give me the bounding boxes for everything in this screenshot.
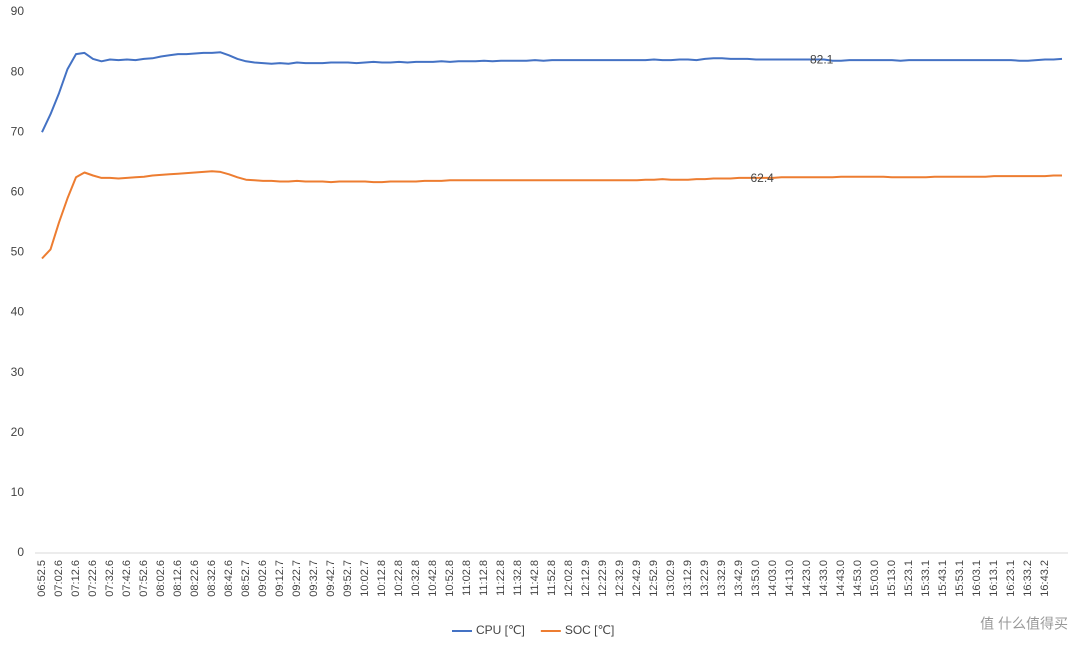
legend-label: SOC [℃] [565,623,614,637]
y-tick-label: 30 [11,365,25,379]
x-tick-label: 15:23.1 [903,560,915,597]
y-tick-label: 80 [11,64,25,78]
x-tick-label: 11:22.8 [495,560,507,596]
x-tick-label: 08:32.6 [206,560,218,597]
series-line [41,51,1063,133]
data-label: 82.1 [810,53,834,67]
x-tick-label: 08:42.6 [223,560,235,597]
watermark: 值 什么值得买 [980,616,1068,632]
x-tick-label: 12:02.8 [563,560,575,597]
x-tick-label: 15:53.1 [954,560,966,597]
x-tick-label: 08:22.6 [189,560,201,597]
x-tick-label: 15:13.0 [886,560,898,597]
x-tick-label: 10:12.8 [376,560,388,597]
x-tick-label: 14:33.0 [818,560,830,597]
x-tick-label: 07:52.6 [138,560,150,597]
x-tick-label: 14:43.0 [835,560,847,597]
x-tick-label: 09:02.6 [257,560,269,597]
x-tick-label: 16:03.1 [971,560,983,597]
x-tick-label: 14:23.0 [801,560,813,597]
x-tick-label: 16:23.1 [1005,560,1017,597]
x-tick-label: 10:42.8 [427,560,439,597]
x-tick-label: 08:52.7 [240,560,252,597]
x-tick-label: 13:12.9 [682,560,694,597]
x-tick-label: 14:53.0 [852,560,864,597]
x-tick-label: 06:52.5 [36,560,48,597]
x-tick-label: 16:13.1 [988,560,1000,597]
x-tick-label: 09:22.7 [291,560,303,597]
x-tick-label: 09:32.7 [308,560,320,597]
x-tick-label: 13:42.9 [733,560,745,597]
x-tick-label: 07:22.6 [87,560,99,597]
x-tick-label: 07:12.6 [70,560,82,597]
x-tick-label: 15:33.1 [920,560,932,597]
x-tick-label: 11:02.8 [461,560,473,596]
x-tick-label: 10:32.8 [410,560,422,597]
x-tick-label: 09:12.7 [274,560,286,597]
x-tick-label: 10:02.7 [359,560,371,597]
y-tick-label: 0 [17,545,24,559]
y-tick-label: 40 [11,305,25,319]
x-tick-label: 09:42.7 [325,560,337,597]
x-tick-label: 13:53.0 [750,560,762,597]
x-tick-label: 15:03.0 [869,560,881,597]
x-tick-label: 09:52.7 [342,560,354,597]
x-tick-label: 16:33.2 [1022,560,1034,597]
y-tick-label: 20 [11,425,25,439]
x-tick-label: 14:03.0 [767,560,779,597]
x-tick-label: 13:32.9 [716,560,728,597]
data-label: 62.4 [751,171,775,185]
x-tick-label: 11:12.8 [478,560,490,596]
x-tick-label: 07:32.6 [104,560,116,597]
y-tick-label: 50 [11,245,25,259]
x-tick-label: 08:02.6 [155,560,167,597]
y-tick-label: 10 [11,485,25,499]
x-tick-label: 13:22.9 [699,560,711,597]
x-tick-label: 11:52.8 [546,560,558,596]
x-tick-label: 11:42.8 [529,560,541,596]
x-tick-label: 07:42.6 [121,560,133,597]
x-tick-label: 16:43.2 [1039,560,1051,597]
legend-label: CPU [℃] [476,623,525,637]
x-tick-label: 07:02.6 [53,560,65,597]
x-tick-label: 12:52.9 [648,560,660,597]
x-tick-label: 10:22.8 [393,560,405,597]
x-tick-label: 11:32.8 [512,560,524,596]
x-tick-label: 08:12.6 [172,560,184,597]
y-tick-label: 90 [11,4,25,18]
y-tick-label: 60 [11,185,25,199]
x-tick-label: 12:42.9 [631,560,643,597]
x-tick-label: 12:32.9 [614,560,626,597]
series-line [41,170,1062,260]
x-tick-label: 12:22.9 [597,560,609,597]
x-tick-label: 14:13.0 [784,560,796,597]
x-tick-label: 13:02.9 [665,560,677,597]
x-tick-label: 10:52.8 [444,560,456,597]
y-tick-label: 70 [11,124,25,138]
x-tick-label: 15:43.1 [937,560,949,597]
x-tick-label: 12:12.9 [580,560,592,597]
